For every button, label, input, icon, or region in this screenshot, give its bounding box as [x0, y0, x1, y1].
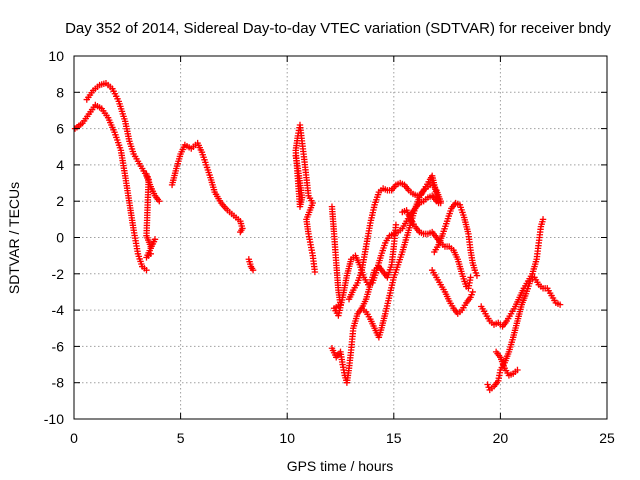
data-point-marker	[311, 268, 319, 276]
grid-lines	[74, 56, 607, 419]
series-arc-i	[345, 172, 442, 303]
y-tick-label: -4	[52, 302, 65, 318]
series-arc-l	[428, 266, 476, 317]
y-axis-title: SDTVAR / TECUs	[6, 182, 22, 294]
y-tick-label: 2	[56, 193, 64, 209]
y-tick-label: -10	[44, 411, 64, 427]
chart-title: Day 352 of 2014, Sidereal Day-to-day VTE…	[65, 20, 611, 37]
data-point-marker	[469, 288, 476, 296]
y-tick-label: 10	[48, 48, 64, 64]
series-arc-p	[492, 348, 521, 379]
data-point-marker	[514, 366, 521, 374]
series-arc-j	[358, 221, 400, 312]
data-point-marker	[435, 199, 442, 207]
y-tick-label: -2	[52, 266, 65, 282]
series-arc-n	[478, 216, 547, 330]
data-point-marker	[392, 221, 400, 228]
x-tick-label: 5	[177, 430, 185, 446]
series-arc-e	[245, 256, 257, 274]
y-tick-label: 8	[56, 84, 64, 100]
series-arc-o	[484, 274, 564, 394]
series-arc-b	[83, 80, 163, 205]
series-arc-d	[168, 139, 246, 236]
x-axis-ticks: 0 5 10 15 20 25	[70, 56, 615, 446]
x-tick-label: 10	[279, 430, 295, 446]
x-tick-label: 15	[386, 430, 402, 446]
data-point-marker	[143, 266, 150, 274]
data-point-marker	[249, 266, 257, 274]
x-tick-label: 20	[493, 430, 509, 446]
y-tick-label: 0	[56, 230, 64, 246]
y-tick-label: -6	[52, 338, 65, 354]
y-axis-ticks: -10 -8 -6 -4 -2 0 2 4 6 8 10	[44, 48, 607, 427]
y-tick-label: 6	[56, 121, 64, 137]
x-axis-title: GPS time / hours	[287, 458, 394, 474]
data-markers	[71, 80, 564, 394]
y-tick-label: -8	[52, 375, 65, 391]
series-arc-m	[431, 199, 481, 279]
x-tick-label: 0	[70, 430, 78, 446]
data-point-marker	[147, 250, 154, 258]
data-point-marker	[467, 274, 474, 281]
data-point-marker	[473, 272, 481, 279]
series-arc-a	[71, 101, 150, 274]
y-tick-label: 4	[56, 157, 64, 173]
series-arc-f	[292, 121, 319, 276]
series-arc-c	[143, 170, 159, 261]
data-point-marker	[539, 216, 547, 223]
x-tick-label: 25	[599, 430, 615, 446]
data-point-marker	[237, 228, 244, 236]
series-arc-k	[399, 207, 474, 292]
data-point-marker	[556, 301, 564, 308]
data-point-marker	[156, 198, 163, 205]
